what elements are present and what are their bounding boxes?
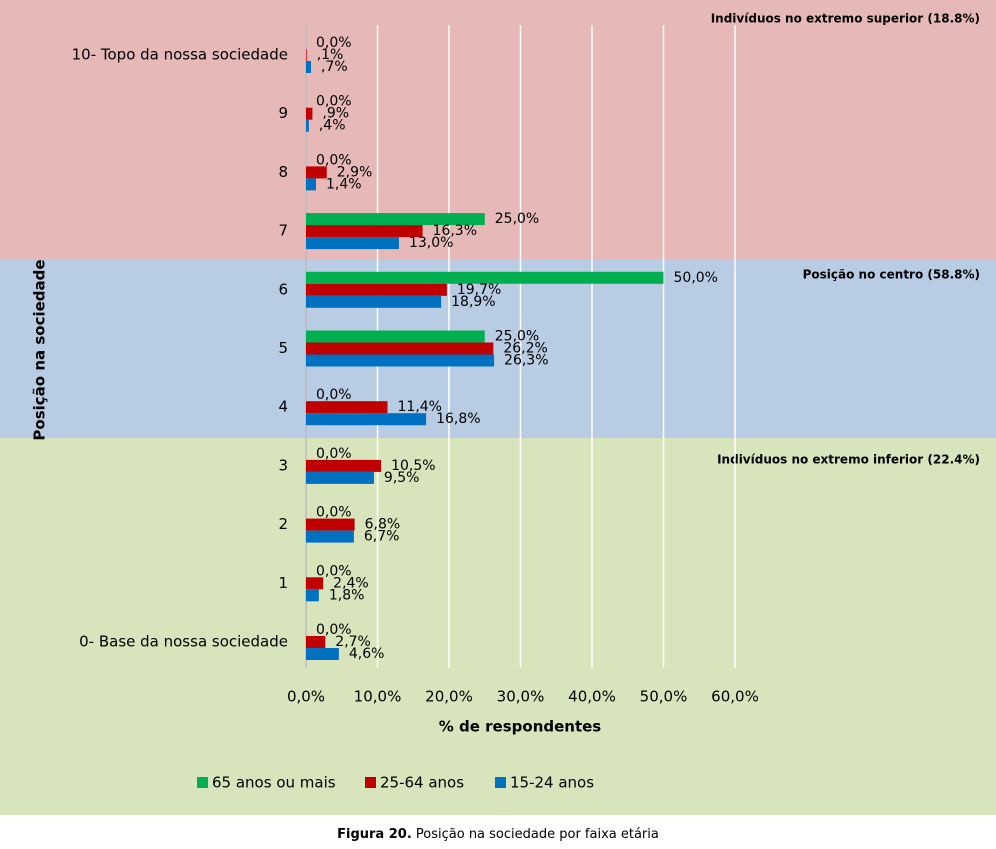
x-tick-label: 50,0% [640, 688, 688, 706]
bar [306, 49, 307, 61]
legend-marker [495, 777, 506, 788]
bar [306, 119, 309, 132]
y-tick-label: 0- Base da nossa sociedade [79, 633, 288, 651]
value-label: ,7% [321, 59, 348, 75]
bar [306, 471, 374, 484]
legend-label: 15-24 anos [510, 774, 594, 792]
y-tick-label: 2 [278, 515, 288, 533]
x-tick-label: 30,0% [497, 688, 545, 706]
bar [306, 237, 399, 250]
value-label: 4,6% [349, 646, 385, 662]
annotation: Indivíduos no extremo inferior (22.4%) [717, 453, 980, 467]
value-label: 50,0% [674, 270, 718, 286]
y-tick-label: 8 [278, 163, 288, 181]
y-axis-label: Posição na sociedade [31, 259, 49, 440]
band-bottom [0, 438, 996, 815]
value-label: 9,5% [384, 470, 420, 486]
legend-label: 25-64 anos [380, 774, 464, 792]
value-label: 1,8% [329, 587, 365, 603]
value-label: 2,4% [333, 575, 369, 591]
value-label: 25,0% [495, 329, 539, 345]
bar [306, 61, 312, 73]
value-label: ,9% [322, 106, 349, 122]
value-label: 1,4% [326, 176, 362, 192]
value-label: 0,0% [316, 622, 352, 638]
x-tick-label: 60,0% [711, 688, 759, 706]
y-tick-label: 4 [278, 398, 288, 416]
bar [306, 518, 355, 531]
bar [306, 589, 319, 602]
value-label: 13,0% [409, 235, 453, 251]
y-tick-label: 10- Topo da nossa sociedade [72, 46, 288, 64]
bar [306, 330, 485, 343]
value-label: 6,8% [365, 517, 401, 533]
value-label: 0,0% [316, 35, 352, 51]
annotation: Posição no centro (58.8%) [803, 268, 980, 282]
value-label: 11,4% [398, 399, 442, 415]
value-label: 25,0% [495, 211, 539, 227]
caption: Figura 20. Posição na sociedade por faix… [337, 827, 659, 842]
bar [306, 530, 354, 543]
bar [306, 459, 382, 472]
y-tick-label: 9 [278, 104, 288, 122]
value-label: 26,2% [503, 341, 547, 357]
x-axis-label: % de respondentes [439, 718, 602, 736]
bar [306, 413, 427, 426]
bar [306, 178, 317, 191]
value-label: 18,9% [451, 294, 495, 310]
legend-marker [365, 777, 376, 788]
value-label: 0,0% [316, 152, 352, 168]
bar [306, 271, 664, 284]
value-label: 16,3% [433, 223, 477, 239]
value-label: 0,0% [316, 505, 352, 521]
value-label: 0,0% [316, 387, 352, 403]
band-center [0, 260, 996, 438]
value-label: 19,7% [457, 282, 501, 298]
y-tick-label: 6 [278, 280, 288, 298]
bar [306, 166, 327, 179]
bar [306, 225, 423, 238]
annotation: Indivíduos no extremo superior (18.8%) [711, 12, 980, 26]
value-label: ,4% [319, 118, 346, 134]
bar [306, 648, 339, 660]
value-label: 2,9% [337, 164, 373, 180]
caption-label: Figura 20. [337, 827, 412, 842]
y-tick-label: 7 [278, 222, 288, 240]
y-tick-label: 1 [278, 574, 288, 592]
x-tick-label: 10,0% [354, 688, 402, 706]
bar [306, 213, 485, 226]
x-tick-label: 40,0% [568, 688, 616, 706]
bar [306, 342, 494, 355]
caption-text: Posição na sociedade por faixa etária [416, 827, 659, 842]
value-label: 0,0% [316, 446, 352, 462]
x-tick-label: 20,0% [425, 688, 473, 706]
legend-label: 65 anos ou mais [212, 774, 336, 792]
bar [306, 295, 442, 308]
value-label: ,1% [317, 47, 344, 63]
y-tick-label: 5 [278, 339, 288, 357]
value-label: 6,7% [364, 529, 400, 545]
value-label: 0,0% [316, 563, 352, 579]
value-label: 10,5% [391, 458, 435, 474]
value-label: 2,7% [335, 634, 371, 650]
y-tick-label: 3 [278, 456, 288, 474]
bar [306, 283, 447, 296]
bar [306, 354, 495, 367]
bar [306, 107, 313, 120]
value-label: 16,8% [436, 411, 480, 427]
bar [306, 577, 324, 590]
x-tick-label: 0,0% [287, 688, 325, 706]
band-top [0, 0, 996, 260]
bar [306, 401, 388, 414]
value-label: 26,3% [504, 353, 548, 369]
bar [306, 636, 326, 648]
value-label: 0,0% [316, 94, 352, 110]
legend-marker [197, 777, 208, 788]
